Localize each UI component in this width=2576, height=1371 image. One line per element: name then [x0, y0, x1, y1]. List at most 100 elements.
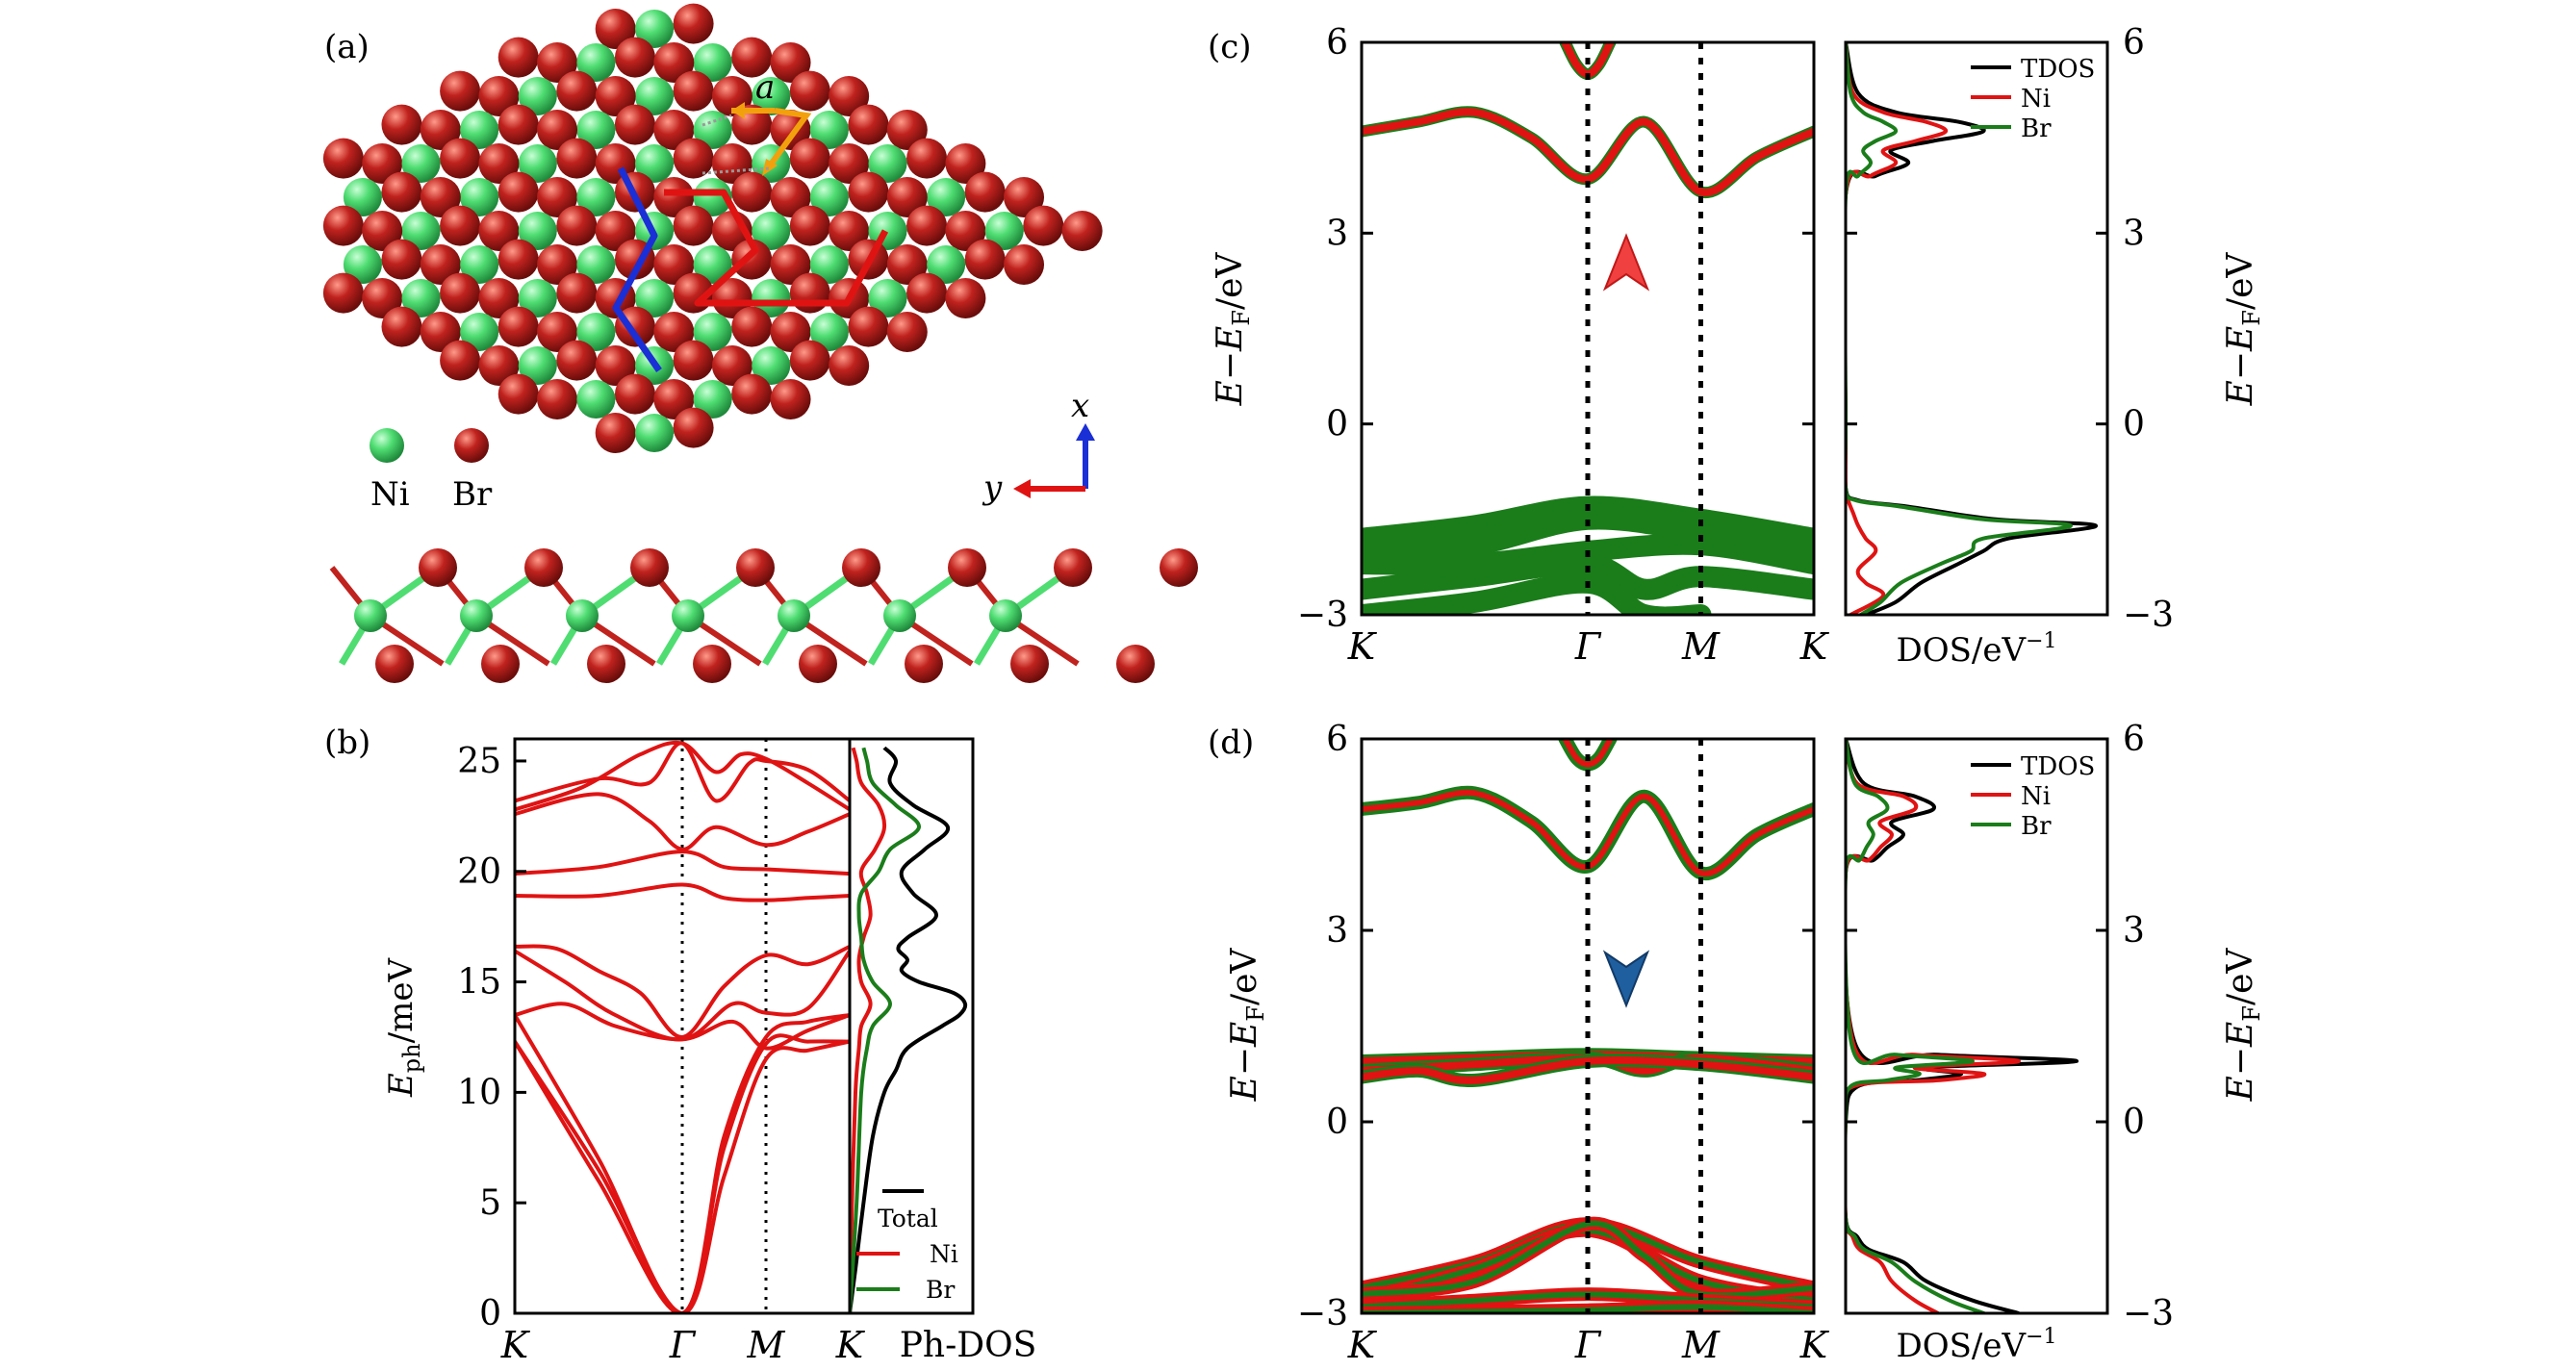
ytick-label-right: 0 — [2123, 405, 2145, 444]
phonon-legend-total: Total — [878, 1205, 938, 1232]
ni-atom — [635, 279, 674, 317]
legend-br-label: Br — [452, 475, 493, 514]
br-atom — [906, 272, 948, 314]
br-atom — [653, 110, 695, 150]
ytick-label: 5 — [479, 1183, 501, 1223]
br-atom — [595, 413, 636, 453]
br-atom — [322, 138, 364, 179]
phonon-legend-ni: Ni — [930, 1240, 958, 1268]
br-atom — [736, 548, 775, 587]
kpoint-label: K — [1347, 1324, 1378, 1366]
ni-atom — [752, 279, 791, 317]
br-atom — [770, 42, 811, 83]
ytick-label-right: −3 — [2123, 596, 2174, 635]
bands-down-ylabel-left: E−EF/eV — [1225, 948, 1269, 1103]
br-atom — [829, 211, 870, 251]
kpoint-label: Γ — [669, 1324, 697, 1366]
br-atom — [595, 9, 636, 49]
phonon-branch — [515, 944, 850, 1039]
ni-atom — [809, 245, 849, 284]
legend-ni-atom — [370, 428, 404, 463]
ni-atom — [635, 144, 674, 183]
br-atom — [842, 548, 880, 587]
br-atom — [362, 211, 403, 251]
phonon-branch — [515, 792, 850, 851]
br-atom — [587, 645, 625, 683]
ni-atom — [576, 245, 616, 284]
phonon-branch — [515, 949, 850, 1042]
br-atom — [524, 548, 563, 587]
br-atom — [381, 306, 422, 347]
br-atom — [770, 312, 811, 352]
br-atom — [789, 340, 830, 381]
crystal-side-view — [329, 548, 1198, 683]
spin-down-arrow-icon — [1602, 950, 1650, 1008]
br-atom — [945, 211, 986, 251]
ni-atom — [576, 43, 616, 82]
band-line-core — [1362, 108, 1814, 197]
br-atom — [653, 177, 695, 217]
br-atom — [537, 244, 578, 285]
ni-atom — [460, 313, 499, 351]
br-atom — [1160, 548, 1198, 587]
ni-atom — [343, 245, 382, 284]
ni-atom — [778, 599, 810, 632]
kpoint-label: M — [1681, 1324, 1721, 1366]
br-atom — [886, 177, 928, 217]
br-atom — [848, 104, 889, 145]
br-atom — [497, 306, 539, 347]
br-atom — [673, 3, 714, 44]
kpoint-label: K — [1799, 1324, 1830, 1366]
ytick-label-right: 6 — [2123, 720, 2145, 759]
lattice-vectors — [701, 102, 812, 176]
br-atom — [731, 239, 773, 280]
ni-atom — [693, 380, 732, 419]
ytick-label: −3 — [1297, 596, 1348, 635]
legend-br-atom — [454, 428, 489, 463]
br-atom — [653, 244, 695, 285]
bands-down-dos-xlabel: DOS/eV−1 — [1897, 1325, 2057, 1365]
bands-up-ylabel-right: E−EF/eV — [2221, 252, 2265, 407]
panel-label-b: (b) — [324, 724, 370, 762]
br-atom — [1004, 177, 1045, 217]
crystal-top-view — [322, 3, 1103, 453]
br-atom — [614, 104, 655, 145]
br-atom — [653, 42, 695, 83]
br-atom — [673, 70, 714, 112]
br-atom — [630, 548, 669, 587]
br-atom — [537, 110, 578, 150]
ni-atom — [460, 111, 499, 149]
bands-up-legend-ni: Ni — [2021, 85, 2051, 114]
ni-atom — [518, 144, 557, 183]
br-atom — [731, 37, 773, 78]
ni-atom — [752, 212, 791, 250]
br-atom — [556, 340, 598, 381]
dos-br-line — [1846, 739, 1985, 1313]
ni-atom — [518, 279, 557, 317]
br-atom — [653, 312, 695, 352]
ni-atom — [809, 111, 849, 149]
br-atom — [1023, 205, 1064, 246]
ytick-label: 20 — [457, 852, 501, 892]
br-atom — [948, 548, 986, 587]
br-atom — [595, 345, 636, 386]
band-line-core — [1362, 789, 1814, 877]
br-atom — [886, 312, 928, 352]
br-atom — [964, 171, 1006, 213]
kpoint-label: K — [1347, 625, 1378, 668]
br-atom — [497, 37, 539, 78]
br-atom — [595, 76, 636, 116]
phdos-ni-line — [850, 747, 887, 1313]
br-atom — [381, 239, 422, 280]
br-atom — [848, 171, 889, 213]
br-atom — [537, 379, 578, 419]
ni-atom — [460, 599, 493, 632]
br-atom — [1054, 548, 1092, 587]
ni-atom — [883, 599, 916, 632]
br-atom — [799, 645, 837, 683]
br-atom — [829, 76, 870, 116]
br-atom — [1004, 244, 1045, 285]
ni-atom — [343, 178, 382, 216]
br-atom — [711, 278, 752, 318]
br-atom — [1061, 211, 1103, 251]
